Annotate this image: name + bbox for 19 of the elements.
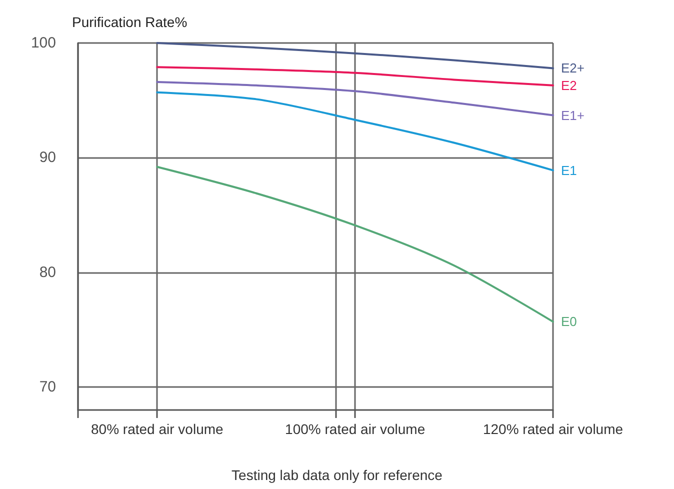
y-tick-label: 90 bbox=[39, 149, 56, 166]
series-label: E1 bbox=[561, 162, 577, 178]
line-series bbox=[156, 80, 554, 116]
series-label: E2 bbox=[561, 78, 577, 93]
x-tick-label: 120% rated air volume bbox=[482, 421, 624, 437]
x-tick-label: 80% rated air volume bbox=[91, 421, 224, 437]
series-label: E2+ bbox=[561, 60, 584, 76]
y-tick-label: 70 bbox=[39, 378, 56, 396]
line-series bbox=[156, 166, 554, 323]
text: Testing lab data only for reference bbox=[232, 467, 443, 483]
line-series bbox=[156, 91, 554, 172]
line-series bbox=[156, 42, 554, 70]
x-tick-label: 100% rated air volume bbox=[285, 421, 426, 437]
line-series bbox=[156, 66, 554, 86]
series-label: E1+ bbox=[561, 108, 584, 123]
y-tick-label: 100 bbox=[30, 34, 56, 52]
y-axis-title: Purification Rate% bbox=[72, 14, 188, 30]
series-label: E0 bbox=[561, 314, 577, 330]
y-tick-label: 80 bbox=[39, 264, 56, 281]
